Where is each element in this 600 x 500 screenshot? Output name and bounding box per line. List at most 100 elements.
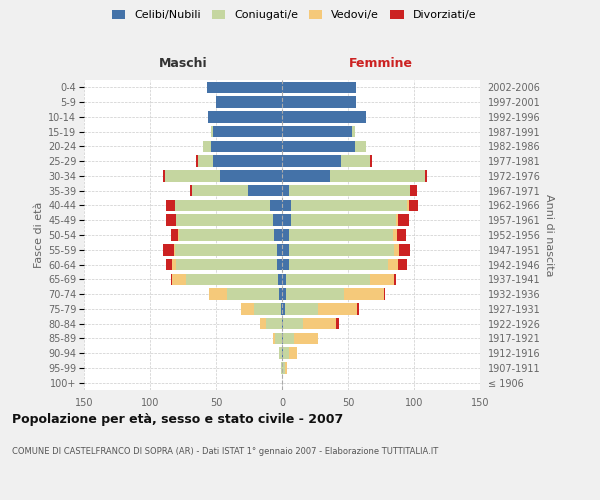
Bar (284, 303, 317, 314)
Bar (197, 156, 214, 167)
Bar (400, 244, 410, 256)
Bar (397, 229, 406, 241)
Bar (208, 111, 282, 122)
Bar (172, 274, 185, 285)
Bar (241, 303, 254, 314)
Bar (277, 259, 282, 270)
Bar (220, 170, 282, 181)
Bar (273, 214, 282, 226)
Bar (291, 214, 395, 226)
Bar (398, 214, 409, 226)
Bar (175, 244, 277, 256)
Text: Femmine: Femmine (349, 56, 413, 70)
Bar (254, 303, 281, 314)
Bar (289, 244, 394, 256)
Bar (282, 185, 289, 196)
Bar (196, 156, 197, 167)
Bar (341, 156, 370, 167)
Bar (260, 318, 266, 330)
Bar (282, 170, 329, 181)
Bar (407, 200, 409, 211)
Bar (280, 288, 282, 300)
Bar (383, 288, 385, 300)
Bar (248, 185, 282, 196)
Bar (283, 332, 294, 344)
Bar (282, 214, 291, 226)
Bar (284, 362, 287, 374)
Bar (281, 362, 282, 374)
Bar (190, 185, 192, 196)
Bar (410, 185, 416, 196)
Bar (209, 288, 227, 300)
Bar (163, 244, 174, 256)
Bar (352, 126, 355, 138)
Text: Maschi: Maschi (158, 56, 208, 70)
Bar (266, 318, 282, 330)
Bar (388, 259, 398, 270)
Bar (278, 274, 282, 285)
Y-axis label: Fasce di età: Fasce di età (34, 202, 44, 268)
Bar (166, 200, 175, 211)
Bar (176, 259, 277, 270)
Bar (227, 288, 280, 300)
Bar (273, 332, 275, 344)
Bar (192, 185, 248, 196)
Bar (282, 140, 355, 152)
Bar (283, 318, 303, 330)
Bar (214, 126, 282, 138)
Bar (207, 82, 282, 93)
Y-axis label: Anni di nascita: Anni di nascita (544, 194, 554, 276)
Bar (370, 156, 372, 167)
Bar (425, 170, 427, 181)
Bar (171, 274, 172, 285)
Bar (163, 170, 164, 181)
Bar (211, 140, 282, 152)
Bar (283, 348, 289, 359)
Bar (344, 288, 383, 300)
Bar (281, 303, 282, 314)
Bar (174, 244, 175, 256)
Bar (216, 96, 282, 108)
Bar (282, 96, 356, 108)
Bar (172, 259, 176, 270)
Bar (291, 200, 407, 211)
Bar (166, 214, 176, 226)
Bar (286, 274, 370, 285)
Bar (357, 303, 359, 314)
Bar (289, 185, 410, 196)
Bar (214, 156, 282, 167)
Bar (394, 244, 400, 256)
Bar (176, 214, 273, 226)
Bar (171, 229, 178, 241)
Bar (303, 318, 336, 330)
Bar (398, 259, 407, 270)
Bar (282, 244, 289, 256)
Bar (282, 348, 283, 359)
Bar (294, 332, 317, 344)
Bar (282, 126, 352, 138)
Bar (277, 244, 282, 256)
Bar (282, 332, 283, 344)
Bar (282, 274, 286, 285)
Bar (393, 229, 397, 241)
Bar (289, 229, 393, 241)
Text: COMUNE DI CASTELFRANCO DI SOPRA (AR) - Dati ISTAT 1° gennaio 2007 - Elaborazione: COMUNE DI CASTELFRANCO DI SOPRA (AR) - D… (12, 448, 438, 456)
Bar (289, 259, 388, 270)
Bar (395, 214, 398, 226)
Bar (282, 362, 284, 374)
Bar (179, 229, 274, 241)
Bar (317, 303, 357, 314)
Bar (282, 200, 291, 211)
Bar (164, 170, 220, 181)
Bar (336, 318, 339, 330)
Bar (355, 140, 367, 152)
Bar (275, 332, 282, 344)
Bar (289, 348, 296, 359)
Bar (394, 274, 395, 285)
Bar (270, 200, 282, 211)
Bar (282, 229, 289, 241)
Bar (175, 200, 270, 211)
Bar (282, 318, 283, 330)
Bar (286, 288, 344, 300)
Bar (282, 259, 289, 270)
